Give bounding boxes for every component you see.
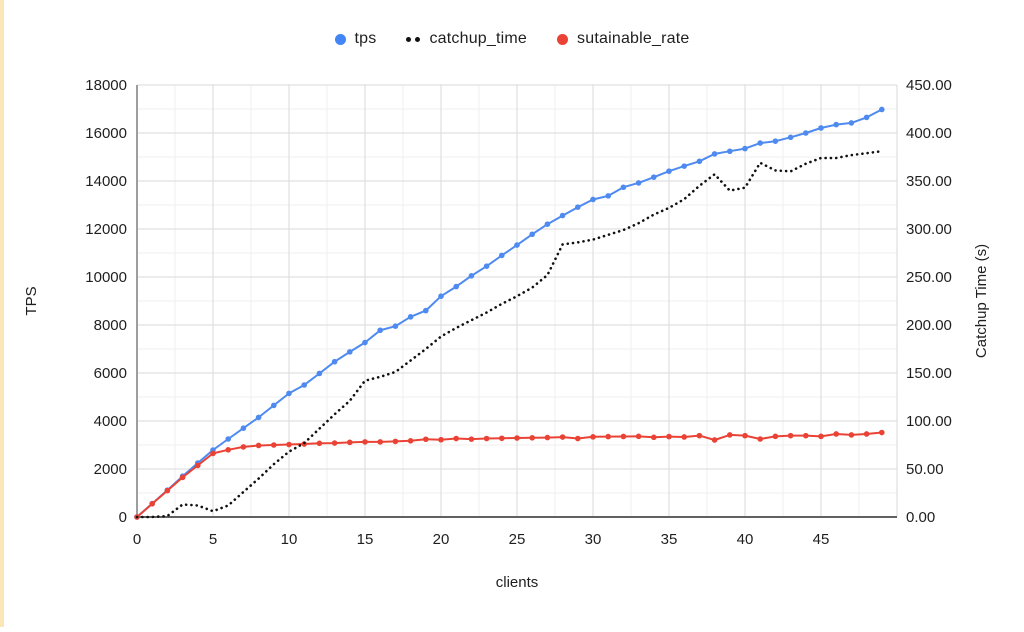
svg-text:12000: 12000: [85, 221, 127, 238]
svg-text:45: 45: [813, 531, 830, 548]
svg-text:20: 20: [433, 531, 450, 548]
tps-series-marker-icon: [334, 33, 346, 45]
svg-text:50.00: 50.00: [906, 461, 944, 478]
svg-text:100.00: 100.00: [906, 413, 952, 430]
legend-item-sutainable-rate: sutainable_rate: [557, 30, 689, 48]
svg-text:18000: 18000: [85, 77, 127, 94]
svg-text:0: 0: [119, 509, 127, 526]
legend-item-catchup-time: catchup_time: [406, 30, 527, 48]
svg-text:400.00: 400.00: [906, 125, 952, 142]
svg-text:0.00: 0.00: [906, 509, 935, 526]
svg-text:16000: 16000: [85, 125, 127, 142]
sutainable-rate-series-marker-icon: [557, 33, 569, 45]
svg-text:10000: 10000: [85, 269, 127, 286]
legend-item-tps: tps: [334, 30, 377, 48]
legend-label-catchup-time: catchup_time: [429, 30, 528, 47]
svg-text:2000: 2000: [94, 461, 127, 478]
svg-text:300.00: 300.00: [906, 221, 952, 238]
svg-text:35: 35: [661, 531, 678, 548]
svg-text:40: 40: [737, 531, 754, 548]
svg-text:5: 5: [209, 531, 217, 548]
svg-text:250.00: 250.00: [906, 269, 952, 286]
svg-text:30: 30: [585, 531, 602, 548]
svg-text:6000: 6000: [94, 365, 127, 382]
left-border-accent: [0, 0, 4, 627]
dotted-line-marker-icon: [406, 36, 421, 42]
svg-text:0: 0: [133, 531, 141, 548]
svg-text:Catchup Time (s): Catchup Time (s): [973, 244, 990, 358]
svg-text:14000: 14000: [85, 173, 127, 190]
legend-label-sutainable-rate: sutainable_rate: [577, 30, 690, 47]
svg-text:200.00: 200.00: [906, 317, 952, 334]
svg-text:350.00: 350.00: [906, 173, 952, 190]
svg-text:clients: clients: [496, 574, 539, 591]
svg-text:450.00: 450.00: [906, 77, 952, 94]
legend-label-tps: tps: [354, 30, 377, 47]
svg-text:150.00: 150.00: [906, 365, 952, 382]
svg-text:25: 25: [509, 531, 526, 548]
svg-text:TPS: TPS: [23, 286, 40, 315]
svg-text:8000: 8000: [94, 317, 127, 334]
svg-text:15: 15: [357, 531, 374, 548]
chart-legend: tps catchup_time sutainable_rate: [0, 30, 1024, 48]
svg-text:10: 10: [281, 531, 298, 548]
svg-text:4000: 4000: [94, 413, 127, 430]
